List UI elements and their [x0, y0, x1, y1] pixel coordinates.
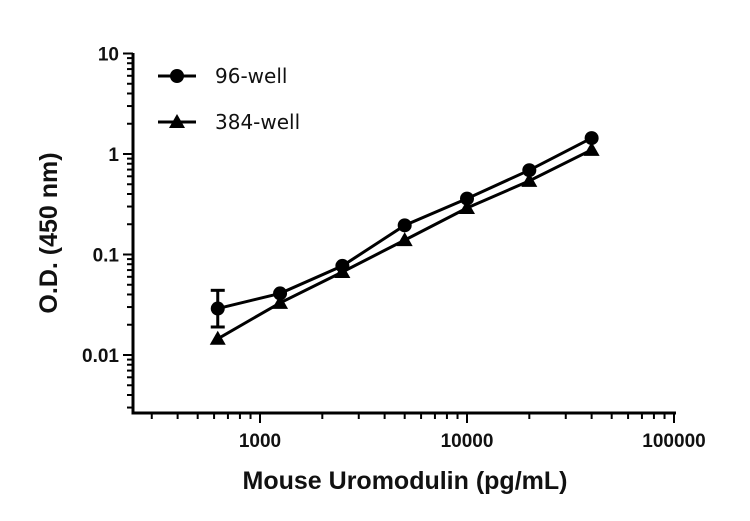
- y-tick-label: 10: [98, 45, 119, 66]
- data-point-384-well: [396, 232, 413, 247]
- x-tick-label: 100000: [642, 431, 705, 452]
- data-point-384-well: [583, 141, 600, 156]
- legend-label: 96-well: [215, 64, 287, 88]
- y-axis-title: O.D. (450 nm): [35, 152, 63, 313]
- legend-label: 384-well: [215, 110, 300, 134]
- data-point-96-well: [584, 131, 599, 146]
- data-point-96-well: [397, 218, 412, 233]
- data-point-96-well: [460, 191, 474, 206]
- data-point-96-well: [273, 286, 288, 301]
- x-tick-label: 1000: [239, 431, 281, 452]
- x-axis-title: Mouse Uromodulin (pg/mL): [243, 467, 568, 495]
- legend-marker: [169, 114, 185, 128]
- y-tick-label: 0.1: [93, 246, 120, 267]
- data-point-384-well: [272, 294, 289, 309]
- data-point-384-well: [209, 330, 226, 345]
- data-point-96-well: [522, 163, 537, 178]
- y-tick-label: 1: [108, 145, 119, 166]
- x-tick-label: 10000: [441, 431, 494, 452]
- legend-marker: [170, 69, 184, 83]
- data-point-384-well: [459, 200, 475, 215]
- data-point-384-well: [521, 172, 538, 187]
- data-point-384-well: [334, 263, 351, 278]
- y-tick-label: 0.01: [82, 346, 119, 367]
- data-point-96-well: [210, 301, 225, 316]
